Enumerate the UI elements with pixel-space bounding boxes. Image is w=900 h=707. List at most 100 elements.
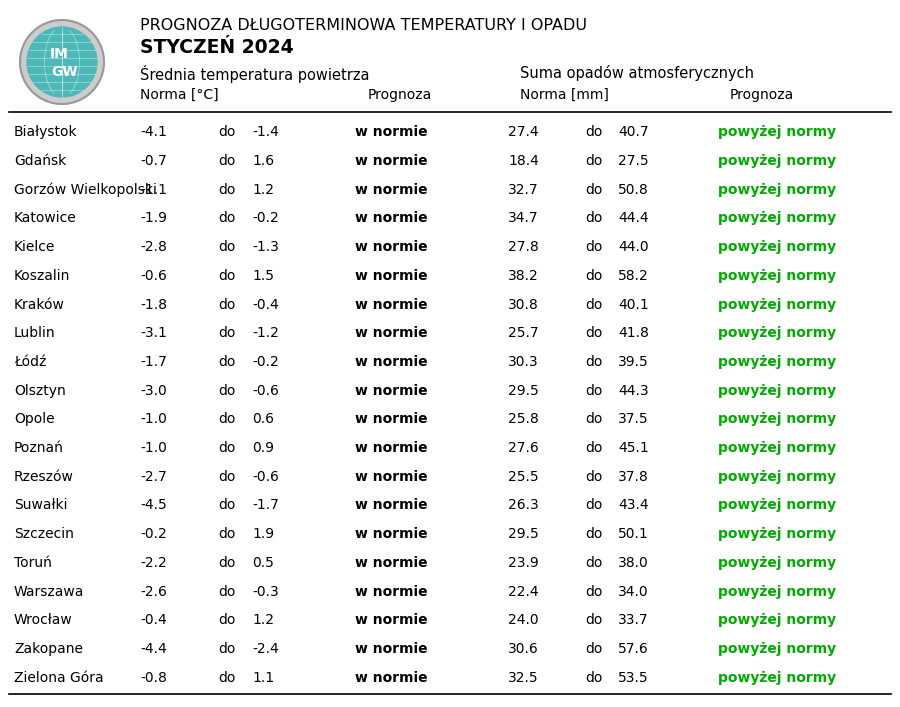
Text: -1.9: -1.9 bbox=[140, 211, 167, 226]
Text: do: do bbox=[218, 441, 236, 455]
Text: STYCZEŃ 2024: STYCZEŃ 2024 bbox=[140, 38, 293, 57]
Text: do: do bbox=[585, 671, 602, 684]
Circle shape bbox=[27, 27, 97, 97]
Text: 25.7: 25.7 bbox=[508, 326, 538, 340]
Text: 37.8: 37.8 bbox=[618, 469, 649, 484]
Text: 27.4: 27.4 bbox=[508, 125, 538, 139]
Text: 27.8: 27.8 bbox=[508, 240, 539, 254]
Text: do: do bbox=[218, 412, 236, 426]
Text: 0.6: 0.6 bbox=[252, 412, 274, 426]
Text: -0.6: -0.6 bbox=[252, 384, 279, 397]
Text: -4.4: -4.4 bbox=[140, 642, 166, 656]
Text: w normie: w normie bbox=[355, 671, 428, 684]
Text: do: do bbox=[218, 125, 236, 139]
Text: powyżej normy: powyżej normy bbox=[718, 441, 836, 455]
Text: Łódź: Łódź bbox=[14, 355, 47, 369]
Text: do: do bbox=[585, 585, 602, 599]
Text: w normie: w normie bbox=[355, 125, 428, 139]
Text: -0.4: -0.4 bbox=[140, 613, 166, 627]
Text: do: do bbox=[585, 182, 602, 197]
Text: 45.1: 45.1 bbox=[618, 441, 649, 455]
Text: w normie: w normie bbox=[355, 412, 428, 426]
Text: do: do bbox=[585, 469, 602, 484]
Text: powyżej normy: powyżej normy bbox=[718, 613, 836, 627]
Text: 41.8: 41.8 bbox=[618, 326, 649, 340]
Text: Suma opadów atmosferycznych: Suma opadów atmosferycznych bbox=[520, 65, 754, 81]
Text: do: do bbox=[585, 326, 602, 340]
Text: Gdańsk: Gdańsk bbox=[14, 154, 67, 168]
Text: w normie: w normie bbox=[355, 642, 428, 656]
Text: powyżej normy: powyżej normy bbox=[718, 182, 836, 197]
Text: Białystok: Białystok bbox=[14, 125, 77, 139]
Text: powyżej normy: powyżej normy bbox=[718, 469, 836, 484]
Text: 57.6: 57.6 bbox=[618, 642, 649, 656]
Text: 1.2: 1.2 bbox=[252, 182, 274, 197]
Text: w normie: w normie bbox=[355, 269, 428, 283]
Text: do: do bbox=[585, 527, 602, 541]
Text: do: do bbox=[218, 355, 236, 369]
Text: do: do bbox=[585, 240, 602, 254]
Text: do: do bbox=[218, 154, 236, 168]
Text: Olsztyn: Olsztyn bbox=[14, 384, 66, 397]
Text: w normie: w normie bbox=[355, 441, 428, 455]
Text: -3.1: -3.1 bbox=[140, 326, 166, 340]
Text: 0.9: 0.9 bbox=[252, 441, 274, 455]
Text: w normie: w normie bbox=[355, 211, 428, 226]
Text: do: do bbox=[218, 211, 236, 226]
Text: powyżej normy: powyżej normy bbox=[718, 240, 836, 254]
Text: do: do bbox=[218, 269, 236, 283]
Text: -3.0: -3.0 bbox=[140, 384, 166, 397]
Text: -2.4: -2.4 bbox=[252, 642, 279, 656]
Text: -2.6: -2.6 bbox=[140, 585, 166, 599]
Text: do: do bbox=[218, 585, 236, 599]
Text: do: do bbox=[585, 384, 602, 397]
Text: 29.5: 29.5 bbox=[508, 384, 539, 397]
Text: Lublin: Lublin bbox=[14, 326, 56, 340]
Text: Prognoza: Prognoza bbox=[368, 88, 432, 102]
Text: 50.1: 50.1 bbox=[618, 527, 649, 541]
Text: powyżej normy: powyżej normy bbox=[718, 498, 836, 513]
Text: 32.5: 32.5 bbox=[508, 671, 538, 684]
Text: 40.7: 40.7 bbox=[618, 125, 649, 139]
Text: Norma [mm]: Norma [mm] bbox=[520, 88, 609, 102]
Text: 24.0: 24.0 bbox=[508, 613, 538, 627]
Text: -1.0: -1.0 bbox=[140, 441, 166, 455]
Text: w normie: w normie bbox=[355, 585, 428, 599]
Text: do: do bbox=[218, 642, 236, 656]
Text: Średnia temperatura powietrza: Średnia temperatura powietrza bbox=[140, 65, 370, 83]
Text: 44.4: 44.4 bbox=[618, 211, 649, 226]
Text: Szczecin: Szczecin bbox=[14, 527, 74, 541]
Text: -0.2: -0.2 bbox=[140, 527, 166, 541]
Text: do: do bbox=[585, 412, 602, 426]
Text: w normie: w normie bbox=[355, 556, 428, 570]
Text: do: do bbox=[585, 441, 602, 455]
Text: 25.8: 25.8 bbox=[508, 412, 539, 426]
Text: w normie: w normie bbox=[355, 298, 428, 312]
Text: powyżej normy: powyżej normy bbox=[718, 412, 836, 426]
Text: Kraków: Kraków bbox=[14, 298, 65, 312]
Text: do: do bbox=[218, 384, 236, 397]
Text: w normie: w normie bbox=[355, 355, 428, 369]
Text: 44.3: 44.3 bbox=[618, 384, 649, 397]
Text: GW: GW bbox=[51, 65, 78, 79]
Text: PROGNOZA DŁUGOTERMINOWA TEMPERATURY I OPADU: PROGNOZA DŁUGOTERMINOWA TEMPERATURY I OP… bbox=[140, 18, 587, 33]
Text: powyżej normy: powyżej normy bbox=[718, 298, 836, 312]
Text: -0.8: -0.8 bbox=[140, 671, 166, 684]
Text: 30.8: 30.8 bbox=[508, 298, 539, 312]
Text: w normie: w normie bbox=[355, 498, 428, 513]
Text: Suwałki: Suwałki bbox=[14, 498, 68, 513]
Text: -0.2: -0.2 bbox=[252, 355, 279, 369]
Text: 1.6: 1.6 bbox=[252, 154, 274, 168]
Text: -0.7: -0.7 bbox=[140, 154, 166, 168]
Text: -1.2: -1.2 bbox=[252, 326, 279, 340]
Text: Kielce: Kielce bbox=[14, 240, 56, 254]
Text: w normie: w normie bbox=[355, 154, 428, 168]
Text: do: do bbox=[218, 326, 236, 340]
Text: Warszawa: Warszawa bbox=[14, 585, 85, 599]
Text: 27.5: 27.5 bbox=[618, 154, 649, 168]
Text: do: do bbox=[585, 125, 602, 139]
Text: 1.2: 1.2 bbox=[252, 613, 274, 627]
Text: 33.7: 33.7 bbox=[618, 613, 649, 627]
Text: do: do bbox=[218, 556, 236, 570]
Text: 38.2: 38.2 bbox=[508, 269, 539, 283]
